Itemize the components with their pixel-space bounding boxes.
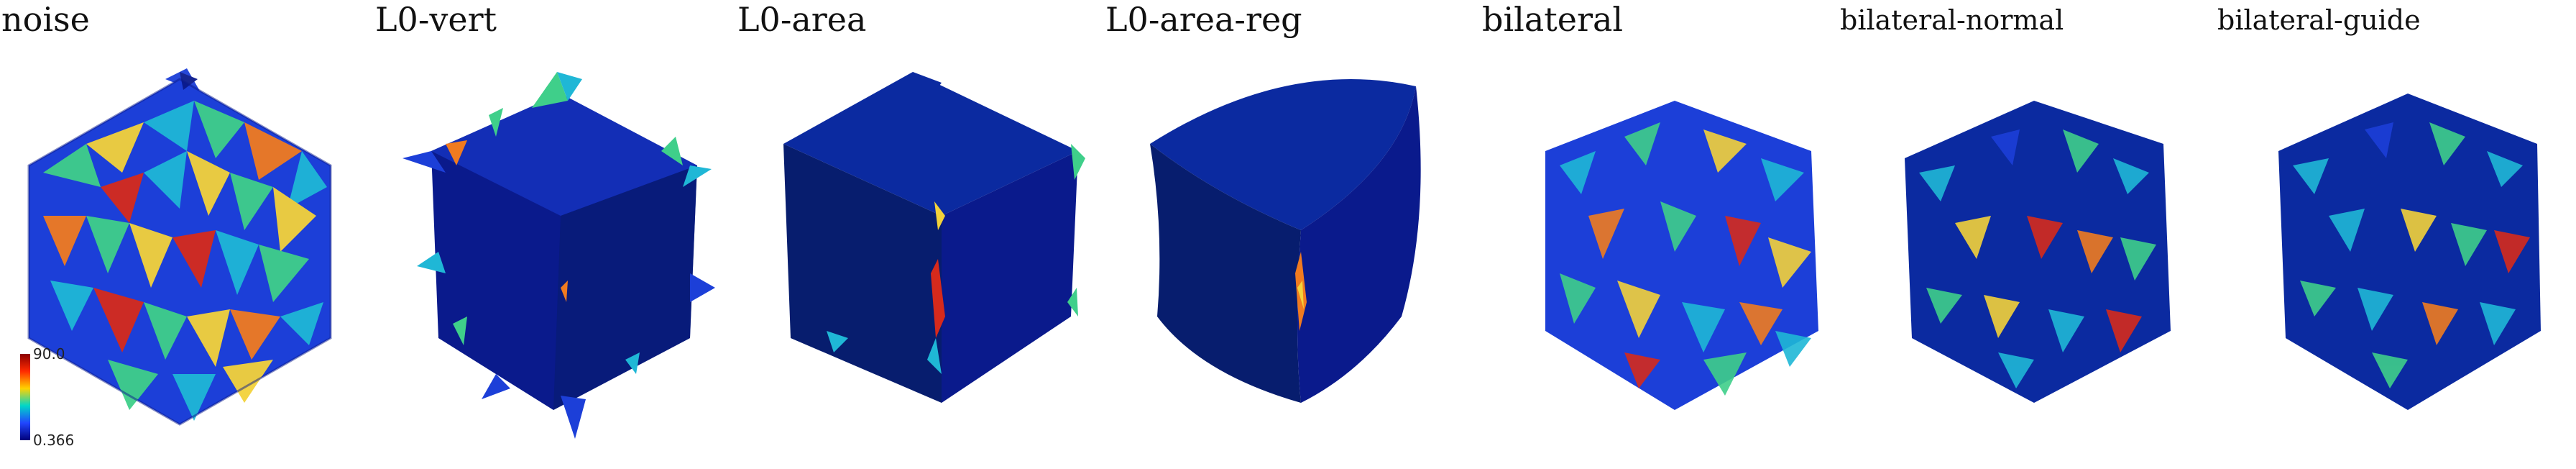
panel-label-l0-area: L0-area	[737, 0, 867, 39]
mesh-bilateral-guide	[2264, 0, 2566, 469]
panel-label-bilateral: bilateral	[1482, 0, 1624, 39]
mesh-bilateral	[1517, 0, 1833, 469]
mesh-l0-area-reg	[1143, 0, 1445, 469]
mesh-bilateral-normal	[1890, 0, 2192, 469]
mesh-noise	[0, 0, 345, 469]
panel-label-l0-area-reg: L0-area-reg	[1105, 0, 1302, 39]
panel-label-l0-vert: L0-vert	[375, 0, 497, 39]
colorbar-min-label: 0.366	[33, 432, 75, 449]
mesh-l0-area	[769, 0, 1100, 469]
panel-label-bilateral-normal: bilateral-normal	[1840, 4, 2064, 36]
panel-label-bilateral-guide: bilateral-guide	[2217, 4, 2421, 36]
colorbar-max-label: 90.0	[33, 345, 65, 363]
panel-label-noise: noise	[1, 0, 90, 39]
mesh-l0-vert	[388, 0, 719, 469]
colorbar	[20, 354, 30, 440]
